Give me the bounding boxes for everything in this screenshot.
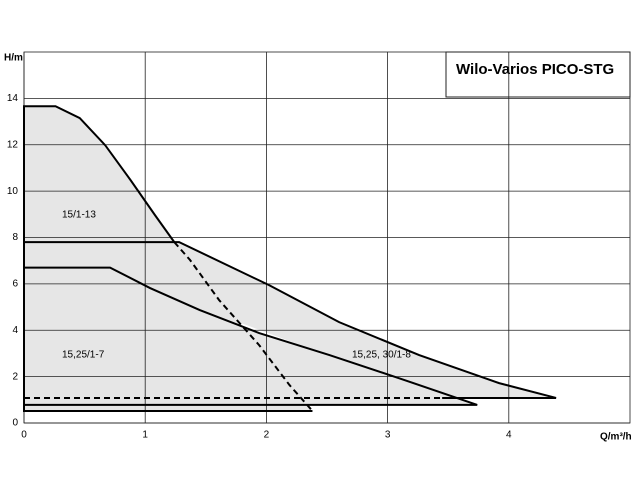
y-tick-label: 0 (12, 418, 18, 429)
y-axis-label: H/m (4, 53, 23, 64)
area (24, 242, 557, 398)
chart-title: Wilo-Varios PICO-STG (456, 61, 614, 78)
y-tick-label: 14 (7, 93, 19, 104)
y-tick-label: 6 (12, 279, 18, 290)
y-tick-label: 2 (12, 371, 18, 382)
curve (173, 241, 314, 412)
x-tick-label: 2 (264, 430, 270, 441)
curve (24, 241, 557, 399)
region-label: 15/1-13 (62, 210, 96, 221)
region-label: 15,25/1-7 (62, 350, 105, 361)
x-tick-label: 0 (21, 430, 27, 441)
y-tick-label: 12 (7, 139, 19, 150)
title-box (445, 51, 631, 98)
y-tick-label: 4 (12, 325, 18, 336)
region-label: 15,25, 30/1-8 (352, 350, 411, 361)
x-tick-label: 1 (142, 430, 148, 441)
x-axis-label: Q/m³/h (600, 432, 632, 443)
curve (23, 266, 478, 406)
y-tick-label: 10 (7, 186, 19, 197)
x-tick-label: 4 (506, 430, 512, 441)
y-tick-label: 8 (12, 232, 18, 243)
x-tick-label: 3 (385, 430, 391, 441)
